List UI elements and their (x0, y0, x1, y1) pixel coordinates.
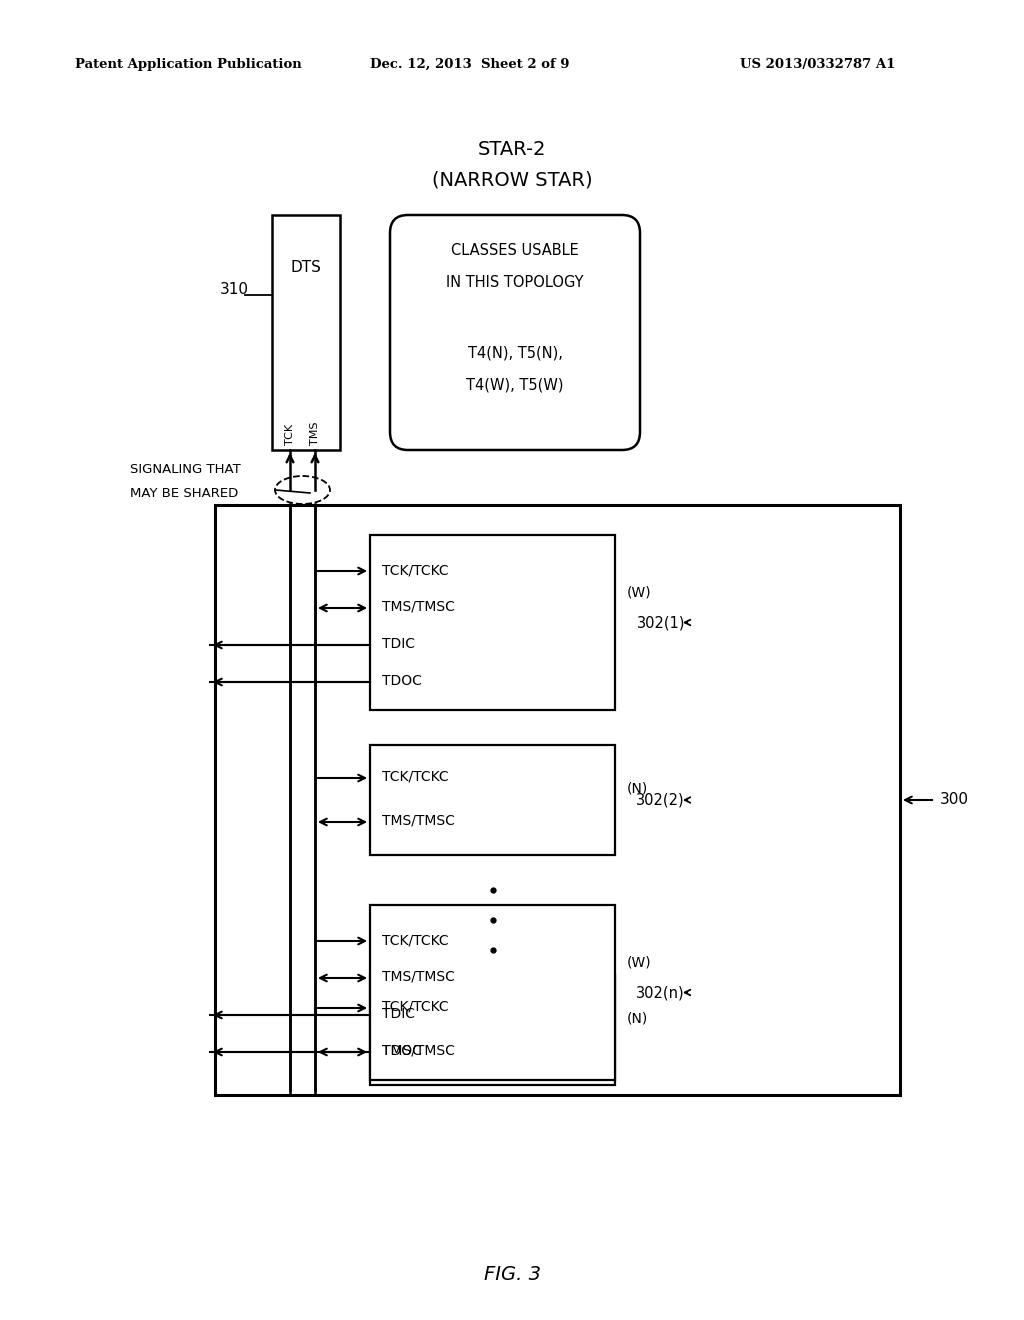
Bar (370, 744, 615, 855)
Text: TCK/TCKC: TCK/TCKC (382, 933, 449, 946)
Text: (N): (N) (627, 1011, 648, 1026)
Text: TMS/TMSC: TMS/TMSC (382, 814, 455, 828)
FancyBboxPatch shape (390, 215, 640, 450)
Text: TMS/TMSC: TMS/TMSC (382, 970, 455, 983)
Text: TDIC: TDIC (382, 638, 415, 651)
Bar (272, 215, 340, 450)
Text: (W): (W) (627, 586, 651, 599)
Bar (370, 535, 615, 710)
Bar (215, 506, 900, 1096)
Text: IN THIS TOPOLOGY: IN THIS TOPOLOGY (446, 275, 584, 290)
Text: TDOC: TDOC (382, 1044, 422, 1059)
Ellipse shape (275, 477, 330, 504)
Text: STAR-2: STAR-2 (478, 140, 546, 158)
Text: TMS/TMSC: TMS/TMSC (382, 1044, 455, 1059)
Text: 302(2): 302(2) (636, 792, 685, 808)
Text: 302(n): 302(n) (636, 985, 685, 1001)
Text: TDOC: TDOC (382, 675, 422, 688)
Text: T4(N), T5(N),: T4(N), T5(N), (468, 345, 562, 360)
Text: TMS: TMS (310, 421, 319, 445)
Text: FIG. 3: FIG. 3 (483, 1265, 541, 1284)
Text: TMS/TMSC: TMS/TMSC (382, 601, 455, 614)
Text: CLASSES USABLE: CLASSES USABLE (452, 243, 579, 257)
Text: TCK/TCKC: TCK/TCKC (382, 1001, 449, 1014)
Text: TCK: TCK (285, 424, 295, 445)
Bar (370, 975, 615, 1085)
Text: 302(1): 302(1) (637, 615, 685, 630)
Text: US 2013/0332787 A1: US 2013/0332787 A1 (740, 58, 895, 71)
Text: TCK/TCKC: TCK/TCKC (382, 564, 449, 577)
Text: T4(W), T5(W): T4(W), T5(W) (466, 378, 564, 392)
Text: Dec. 12, 2013  Sheet 2 of 9: Dec. 12, 2013 Sheet 2 of 9 (370, 58, 569, 71)
Text: TDIC: TDIC (382, 1007, 415, 1020)
Text: TCK/TCKC: TCK/TCKC (382, 770, 449, 784)
Text: MAY BE SHARED: MAY BE SHARED (130, 487, 239, 500)
Text: 300: 300 (940, 792, 969, 808)
Text: Patent Application Publication: Patent Application Publication (75, 58, 302, 71)
Text: DTS: DTS (291, 260, 322, 275)
Bar (370, 906, 615, 1080)
Text: (W): (W) (627, 956, 651, 969)
Text: (NARROW STAR): (NARROW STAR) (432, 170, 592, 189)
Text: SIGNALING THAT: SIGNALING THAT (130, 463, 241, 477)
Text: (N): (N) (627, 781, 648, 795)
Text: 310: 310 (220, 282, 249, 297)
